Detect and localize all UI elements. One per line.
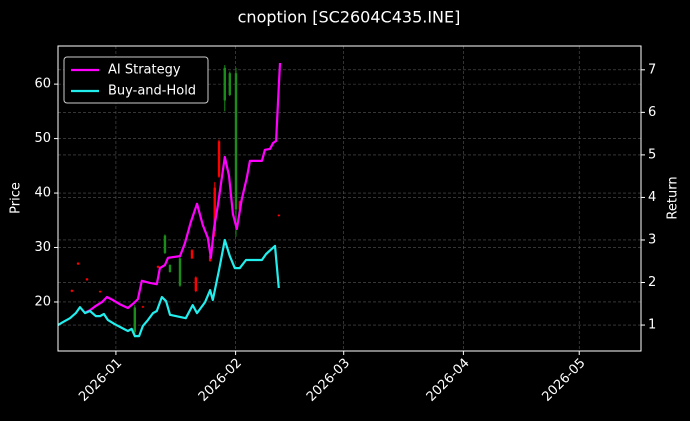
candle-body <box>217 141 221 177</box>
y-tick-label: 20 <box>34 294 51 309</box>
candle-body <box>190 250 194 259</box>
candle-body <box>156 266 160 268</box>
candle-body <box>76 262 80 265</box>
y2-tick-label: 6 <box>648 105 656 120</box>
legend-label: AI Strategy <box>108 63 181 78</box>
y2-tick-label: 7 <box>648 62 656 77</box>
candle-body <box>178 258 182 286</box>
candle-body <box>163 235 167 253</box>
candle-body <box>85 278 89 281</box>
legend-box <box>63 56 209 104</box>
candle-body <box>213 187 216 232</box>
candle-body <box>168 264 172 273</box>
candle-body <box>141 306 145 308</box>
x-tick-label: 2026-05 <box>540 356 589 405</box>
y2-tick-label: 2 <box>648 275 656 290</box>
chart-title: cnoption [SC2604C435.INE] <box>238 8 461 27</box>
x-tick-label: 2026-02 <box>196 356 245 405</box>
candle-body <box>133 307 137 332</box>
x-tick-label: 2026-04 <box>424 356 473 405</box>
y-tick-label: 60 <box>34 77 51 92</box>
x-tick-label: 2026-01 <box>76 356 125 405</box>
legend: AI Strategy Buy-and-Hold <box>63 56 209 104</box>
y2-tick-label: 1 <box>648 318 656 333</box>
y2-axis-label: Return <box>666 176 681 219</box>
series-line <box>83 62 282 315</box>
y2-tick-label: 4 <box>648 190 656 205</box>
candle-body <box>194 277 198 292</box>
series-line <box>57 238 280 338</box>
candle-body <box>223 67 226 101</box>
y-tick-label: 40 <box>34 186 51 201</box>
candle-body <box>234 73 238 210</box>
plot-frame <box>57 45 642 352</box>
y2-tick-label: 3 <box>648 232 656 247</box>
candle-body <box>70 290 74 292</box>
x-tick-label: 2026-03 <box>304 356 353 405</box>
candle-body <box>277 214 281 216</box>
y-tick-label: 30 <box>34 240 51 255</box>
y-tick-label: 50 <box>34 131 51 146</box>
legend-label: Buy-and-Hold <box>108 84 196 99</box>
candle-body <box>98 291 102 293</box>
candle-body <box>228 73 232 96</box>
y2-tick-label: 5 <box>648 147 656 162</box>
y-axis-label: Price <box>9 182 24 214</box>
